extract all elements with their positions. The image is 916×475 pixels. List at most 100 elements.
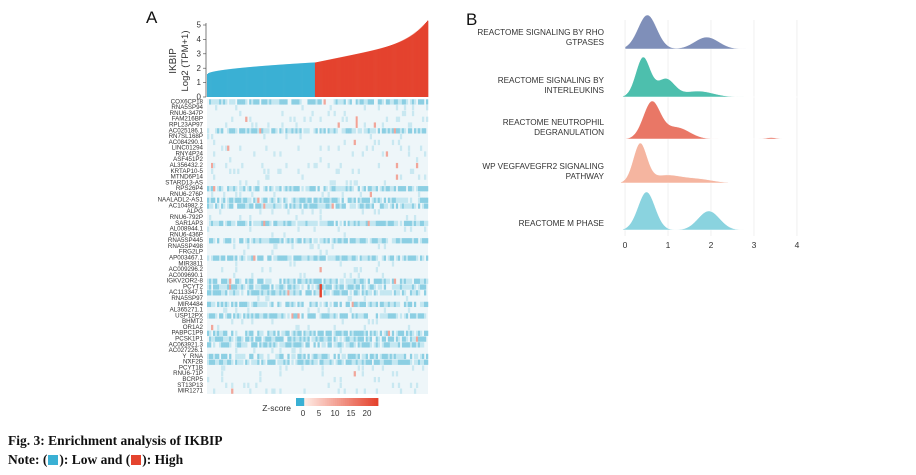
- heatmap-cell: [365, 203, 368, 209]
- heatmap-cell: [213, 336, 216, 342]
- heatmap-cell: [271, 313, 274, 319]
- bar-low: [310, 62, 313, 97]
- heatmap-cell: [319, 203, 322, 209]
- heatmap-cell: [407, 186, 411, 192]
- heatmap-cell: [257, 336, 260, 342]
- heatmap-row-label: BCRP5: [182, 376, 203, 383]
- heatmap-cell: [213, 220, 216, 227]
- heatmap-cell: [393, 290, 397, 296]
- heatmap-cell: [325, 197, 328, 203]
- heatmap-cell: [311, 284, 314, 290]
- heatmap-cell: [353, 180, 356, 186]
- colorbar-segment: [363, 398, 367, 406]
- heatmap-cell: [307, 353, 310, 360]
- heatmap-cell: [341, 191, 344, 198]
- heatmap-cell: [243, 382, 246, 389]
- heatmap-cell: [209, 238, 212, 244]
- bar-low: [300, 63, 302, 97]
- heatmap-cell: [265, 336, 268, 342]
- heatmap-cell: [251, 290, 254, 296]
- heatmap-cell: [241, 342, 244, 348]
- heatmap-cell: [217, 330, 220, 336]
- heatmap-cell: [363, 353, 366, 360]
- heatmap-cell: [387, 278, 391, 284]
- heatmap-cell: [325, 284, 328, 290]
- heatmap-cell: [207, 226, 210, 232]
- heatmap-cell: [297, 278, 300, 284]
- heatmap-cell: [255, 99, 258, 105]
- heatmap-cell: [391, 128, 395, 134]
- heatmap-cell: [327, 238, 330, 244]
- heatmap-cell: [233, 197, 236, 203]
- heatmap-row-label: AC113347.1: [169, 289, 204, 296]
- heatmap-cell: [383, 353, 387, 360]
- heatmap-cell: [271, 128, 274, 134]
- heatmap-cell: [207, 359, 210, 365]
- heatmap-cell: [231, 255, 234, 261]
- heatmap-cell: [225, 301, 228, 308]
- heatmap-cell: [211, 197, 214, 203]
- heatmap-cell: [413, 203, 417, 209]
- heatmap-cell: [389, 353, 393, 360]
- heatmap-cell: [371, 203, 375, 209]
- heatmap-cell: [369, 353, 372, 360]
- bar-high: [358, 53, 360, 97]
- heatmap-cell: [285, 162, 288, 169]
- heatmap-cell: [249, 313, 252, 319]
- heatmap-cell: [217, 290, 220, 296]
- heatmap-cell: [407, 324, 411, 331]
- heatmap-cell: [343, 220, 346, 227]
- bar-high: [377, 49, 380, 97]
- heatmap-cell: [313, 330, 316, 336]
- heatmap-cell: [215, 220, 218, 227]
- heatmap-cell: [421, 128, 425, 134]
- heatmap-cell: [211, 238, 214, 244]
- heatmap-cell: [423, 336, 427, 342]
- heatmap-cell: [337, 353, 340, 360]
- colorbar-segment: [367, 398, 371, 406]
- heatmap-cell: [279, 278, 282, 284]
- heatmap-cell: [395, 203, 399, 209]
- heatmap-cell: [335, 220, 338, 227]
- heatmap-cell: [361, 278, 364, 284]
- heatmap-cell: [343, 255, 346, 261]
- bar-low: [309, 62, 312, 97]
- heatmap-cell: [373, 209, 377, 215]
- heatmap-cell: [339, 220, 342, 227]
- heatmap-cell: [211, 353, 214, 360]
- heatmap-cell: [423, 174, 427, 180]
- heatmap-cell: [363, 324, 366, 331]
- heatmap-cell: [303, 128, 306, 134]
- heatmap-cell: [249, 128, 252, 134]
- heatmap-cell: [401, 278, 405, 284]
- heatmap-cell: [327, 353, 330, 360]
- heatmap-cell: [357, 365, 360, 371]
- heatmap-cell: [291, 243, 294, 250]
- heatmap-cell: [269, 278, 272, 284]
- bar-high: [335, 58, 337, 97]
- heatmap-row-label: AL365271.1: [170, 307, 204, 314]
- heatmap-cell: [409, 284, 413, 290]
- heatmap-cell: [223, 284, 226, 290]
- heatmap-cell: [421, 336, 425, 342]
- heatmap-cell: [247, 301, 250, 308]
- low-swatch: [48, 455, 59, 465]
- heatmap-cell: [387, 128, 391, 134]
- heatmap-cell: [219, 342, 222, 348]
- heatmap-cell: [333, 301, 336, 308]
- heatmap-cell: [357, 168, 360, 174]
- heatmap-cell: [223, 353, 226, 360]
- heatmap-cell: [381, 359, 385, 365]
- heatmap-cell: [389, 301, 393, 308]
- heatmap-cell: [419, 278, 423, 284]
- heatmap-cell: [299, 272, 302, 279]
- heatmap-cell: [277, 359, 280, 365]
- heatmap-cell: [239, 359, 242, 365]
- heatmap-cell: [301, 209, 304, 215]
- heatmap-cell: [273, 238, 276, 244]
- heatmap-cell: [375, 342, 379, 348]
- heatmap-cell: [307, 128, 310, 134]
- heatmap-cell: [353, 359, 356, 365]
- heatmap-cell: [355, 301, 358, 308]
- heatmap-cell: [423, 301, 427, 308]
